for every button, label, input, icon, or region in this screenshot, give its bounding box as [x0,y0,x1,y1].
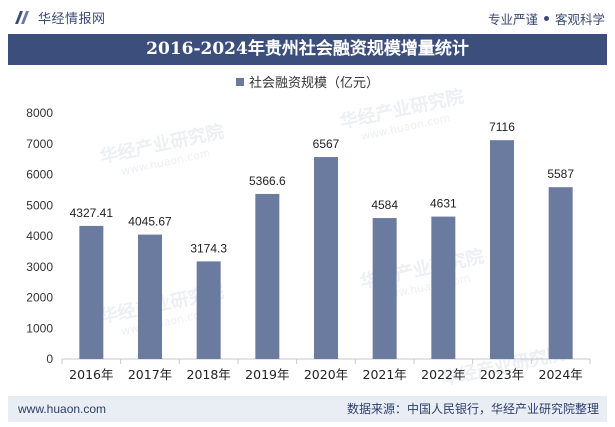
bullet-dot-icon [543,16,549,21]
y-tick-label: 7000 [26,137,53,151]
bar [490,140,514,359]
y-tick-label: 4000 [26,229,53,243]
bar [196,261,221,359]
bar-chart: 0 1000 2000 3000 4000 5000 6000 7000 8000 4327.41… [26,106,591,382]
data-label: 3174.3 [190,241,227,255]
footer-url: www.huaon.com [18,402,107,416]
data-label: 4631 [430,197,457,211]
x-tick-label: 2023年 [480,367,524,382]
data-label: 4584 [371,198,398,212]
legend-label: 社会融资规模（亿元） [248,76,379,91]
data-label: 5366.6 [249,174,286,188]
y-tick-label: 8000 [26,106,53,120]
legend: 社会融资规模（亿元） [0,72,615,91]
bar [314,157,338,359]
y-tick-label: 2000 [26,291,53,305]
data-label: 6567 [313,137,340,151]
bar [255,193,280,359]
y-tick-label: 1000 [26,321,53,335]
y-tick-label: 5000 [26,198,53,212]
x-tick-label: 2018年 [187,367,231,382]
huajing-logo-icon [15,11,29,24]
data-label: 5587 [547,167,574,181]
top-bar: 华经情报网 专业严谨 客观科学 [0,0,615,34]
bar [548,187,573,359]
x-tick-label: 2017年 [128,367,172,382]
x-tick-label: 2016年 [69,367,113,382]
x-tick-label: 2024年 [539,367,583,382]
bar [431,216,456,359]
brand-name: 华经情报网 [38,11,106,27]
slogan-right: 客观科学 [554,12,605,27]
x-tick-label: 2021年 [363,367,407,382]
data-label: 7116 [489,120,515,134]
data-label: 4045.67 [128,215,172,229]
slogan-left: 专业严谨 [487,12,538,27]
brand: 华经情报网 [14,8,106,27]
x-tick-label: 2020年 [304,367,348,382]
bar [138,234,162,359]
title-bar: 2016-2024年贵州社会融资规模增量统计 [8,34,607,65]
x-tick-label: 2022年 [421,367,465,382]
y-tick-label: 0 [46,352,53,366]
y-tick-label: 6000 [26,168,53,182]
footer: www.huaon.com 数据来源：中国人民银行，华经产业研究院整理 [8,396,607,422]
legend-swatch [235,77,244,86]
bar [372,218,397,359]
chart-title: 2016-2024年贵州社会融资规模增量统计 [146,39,469,59]
y-tick-label: 3000 [26,260,53,274]
data-label: 4327.41 [70,206,114,220]
slogan: 专业严谨 客观科学 [488,9,605,28]
bar [79,225,104,359]
x-tick-label: 2019年 [245,367,289,382]
footer-source: 数据来源：中国人民银行，华经产业研究院整理 [346,402,599,416]
